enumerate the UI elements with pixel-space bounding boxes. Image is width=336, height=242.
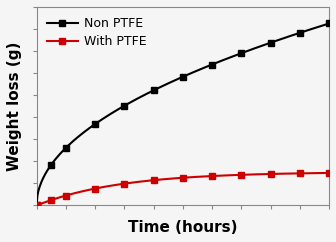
Non PTFE bbox=[152, 89, 156, 92]
Non PTFE bbox=[327, 22, 331, 25]
With PTFE bbox=[122, 182, 126, 185]
Non PTFE bbox=[64, 146, 68, 149]
Non PTFE bbox=[49, 163, 53, 166]
Line: Non PTFE: Non PTFE bbox=[34, 21, 332, 208]
With PTFE bbox=[298, 172, 302, 175]
With PTFE bbox=[239, 173, 243, 176]
With PTFE bbox=[210, 174, 214, 177]
Non PTFE bbox=[122, 104, 126, 107]
Non PTFE bbox=[298, 31, 302, 34]
With PTFE bbox=[152, 179, 156, 182]
With PTFE bbox=[181, 176, 185, 179]
Non PTFE bbox=[210, 63, 214, 66]
Non PTFE bbox=[181, 75, 185, 78]
With PTFE bbox=[35, 204, 39, 207]
X-axis label: Time (hours): Time (hours) bbox=[128, 220, 238, 235]
With PTFE bbox=[64, 194, 68, 197]
With PTFE bbox=[268, 173, 272, 175]
Non PTFE bbox=[35, 204, 39, 207]
With PTFE bbox=[49, 199, 53, 202]
With PTFE bbox=[93, 187, 97, 190]
With PTFE bbox=[327, 172, 331, 174]
Non PTFE bbox=[268, 41, 272, 44]
Non PTFE bbox=[93, 123, 97, 126]
Non PTFE bbox=[239, 52, 243, 55]
Y-axis label: Weight loss (g): Weight loss (g) bbox=[7, 42, 22, 171]
Legend: Non PTFE, With PTFE: Non PTFE, With PTFE bbox=[43, 13, 151, 52]
Line: With PTFE: With PTFE bbox=[34, 170, 332, 208]
